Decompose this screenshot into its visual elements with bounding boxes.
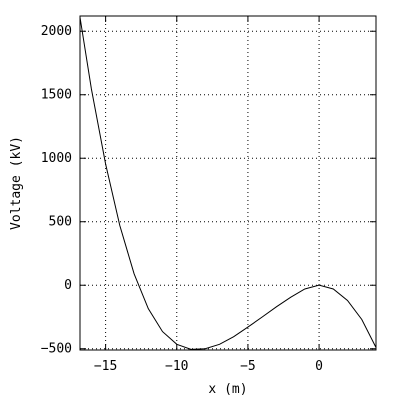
- y-tick-label: 0: [64, 278, 72, 293]
- ticks: [80, 16, 376, 350]
- tick-labels: −15 −10 −5 0 −500 0 500 1000 1500 2000: [41, 24, 323, 374]
- y-tick-label: −500: [41, 342, 72, 357]
- series-layer: [79, 17, 377, 350]
- y-tick-label: 500: [49, 215, 72, 230]
- x-tick-label: 0: [315, 359, 323, 374]
- series-line: [79, 17, 377, 350]
- y-tick-label: 2000: [41, 24, 72, 39]
- x-tick-label: −15: [94, 359, 117, 374]
- grid: [80, 16, 376, 350]
- y-tick-label: 1500: [41, 88, 72, 103]
- y-axis-label: Voltage (kV): [9, 136, 24, 230]
- y-tick-label: 1000: [41, 151, 72, 166]
- plot-frame: [79, 15, 377, 351]
- x-tick-label: −5: [240, 359, 256, 374]
- x-axis-label: x (m): [208, 382, 247, 397]
- x-tick-label: −10: [165, 359, 188, 374]
